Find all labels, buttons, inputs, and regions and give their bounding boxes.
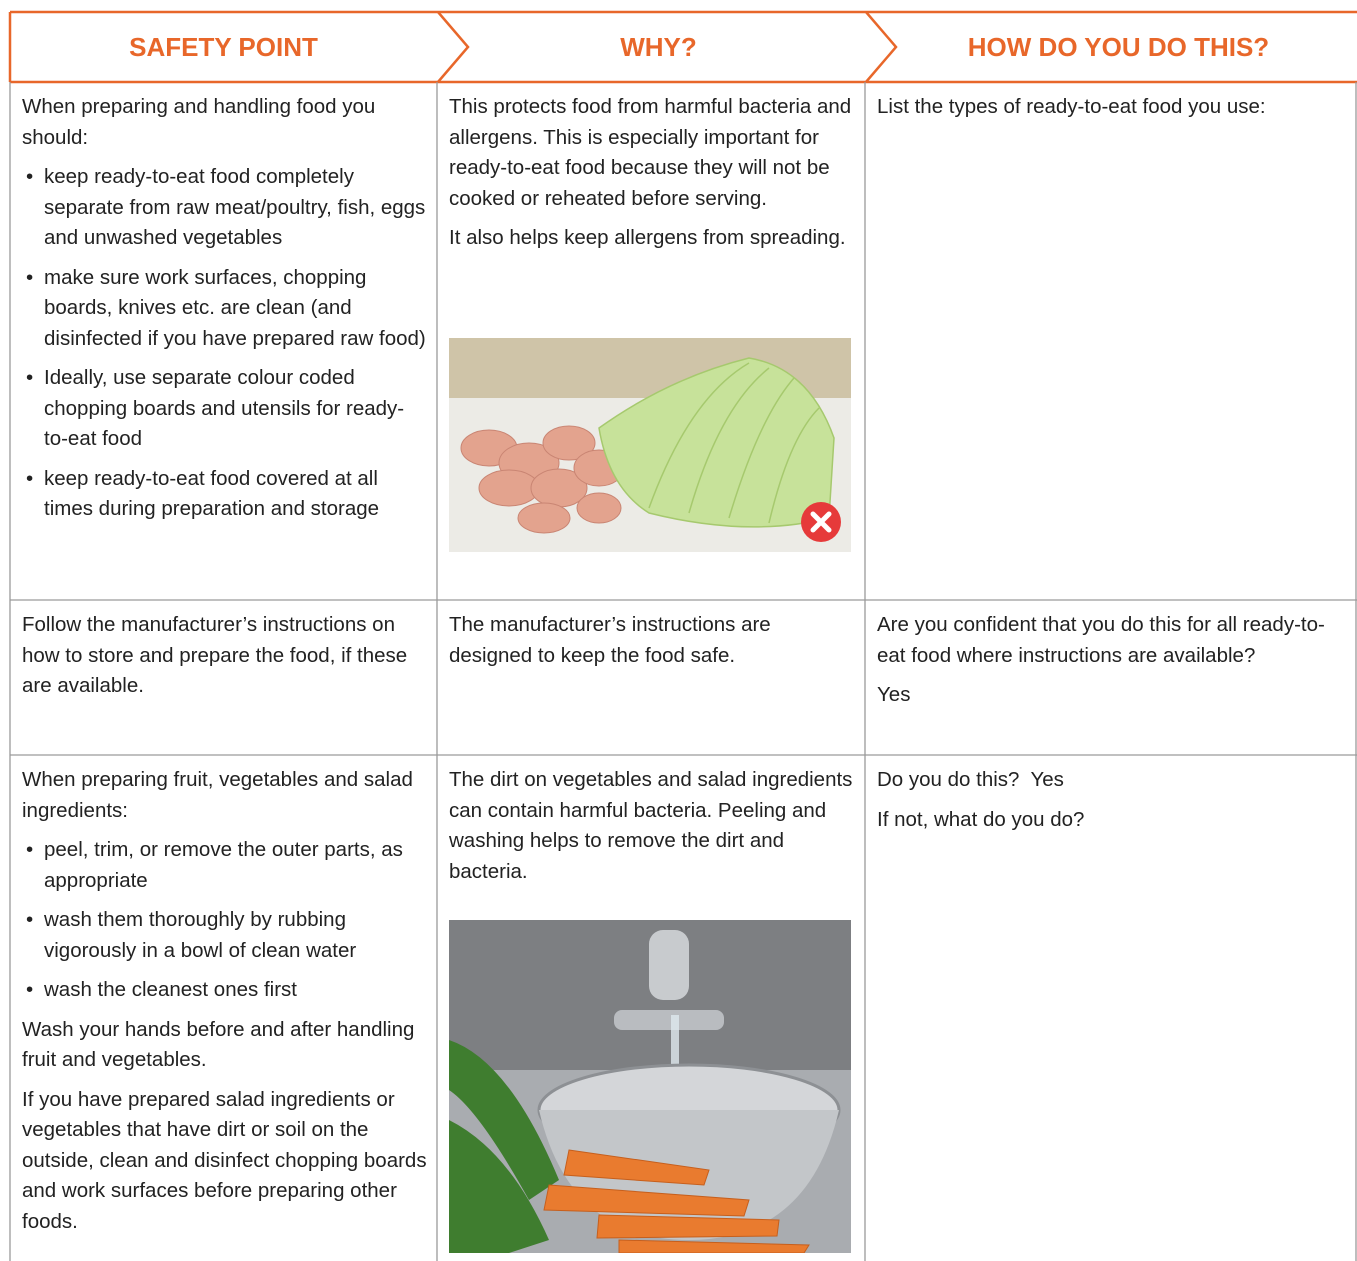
paragraph: Do you do this? Yes — [877, 768, 1064, 791]
column-header: WHY? — [620, 31, 697, 62]
paragraph: The manufacturer’s instructions are desi… — [449, 613, 777, 667]
paragraph: Are you confident that you do this for a… — [877, 613, 1325, 667]
table-cell: When preparing and handling food you sho… — [10, 82, 437, 600]
bullet-item: wash the cleanest ones first — [22, 975, 427, 1006]
table-cell: The dirt on vegetables and salad ingredi… — [437, 755, 865, 1261]
paragraph: Yes — [877, 683, 911, 706]
paragraph: When preparing fruit, vegetables and sal… — [22, 768, 419, 822]
paragraph: If you have prepared salad ingredients o… — [22, 1087, 433, 1233]
table-cell: Do you do this? Yes If not, what do you d… — [865, 755, 1357, 1261]
table-cell: When preparing fruit, vegetables and sal… — [10, 755, 437, 1261]
paragraph: It also helps keep allergens from spread… — [449, 226, 846, 249]
photo-vegetables-sink — [449, 920, 851, 1253]
paragraph: The dirt on vegetables and salad ingredi… — [449, 768, 859, 883]
paragraph: List the types of ready-to-eat food you … — [877, 95, 1266, 118]
paragraph: Follow the manufacturer’s instructions o… — [22, 613, 413, 697]
bullet-item: wash them thoroughly by rubbing vigorous… — [22, 905, 427, 966]
bullet-item: make sure work surfaces, chopping boards… — [22, 263, 427, 355]
bullet-list: peel, trim, or remove the outer parts, a… — [22, 835, 427, 1006]
paragraph: When preparing and handling food you sho… — [22, 95, 382, 149]
column-header: HOW DO YOU DO THIS? — [967, 31, 1270, 62]
bullet-item: Ideally, use separate colour coded chopp… — [22, 363, 427, 455]
paragraph: If not, what do you do? — [877, 807, 1085, 831]
table-cell: Follow the manufacturer’s instructions o… — [10, 600, 437, 755]
bullet-item: keep ready-to-eat food completely separa… — [22, 162, 427, 254]
bullet-item: keep ready-to-eat food covered at all ti… — [22, 464, 427, 525]
bullet-item: peel, trim, or remove the outer parts, a… — [22, 835, 427, 896]
column-header: SAFETY POINT — [129, 31, 318, 62]
paragraph: This protects food from harmful bacteria… — [449, 95, 857, 210]
table-cell: This protects food from harmful bacteria… — [437, 82, 865, 600]
bullet-list: keep ready-to-eat food completely separa… — [22, 162, 427, 525]
table-cell: The manufacturer’s instructions are desi… — [437, 600, 865, 755]
photo-chicken-lettuce — [449, 338, 851, 552]
paragraph: Wash your hands before and after handlin… — [22, 1017, 421, 1072]
table-cell: List the types of ready-to-eat food you … — [865, 82, 1357, 600]
table-cell: Are you confident that you do this for a… — [865, 600, 1357, 755]
